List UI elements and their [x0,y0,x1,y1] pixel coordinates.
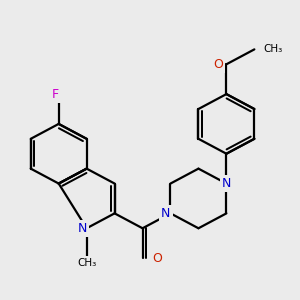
Text: N: N [77,222,87,235]
Text: N: N [222,177,231,190]
Text: O: O [213,58,223,71]
Text: CH₃: CH₃ [77,258,96,268]
Text: O: O [152,252,162,265]
Text: F: F [52,88,59,100]
Text: N: N [161,207,170,220]
Text: CH₃: CH₃ [264,44,283,54]
